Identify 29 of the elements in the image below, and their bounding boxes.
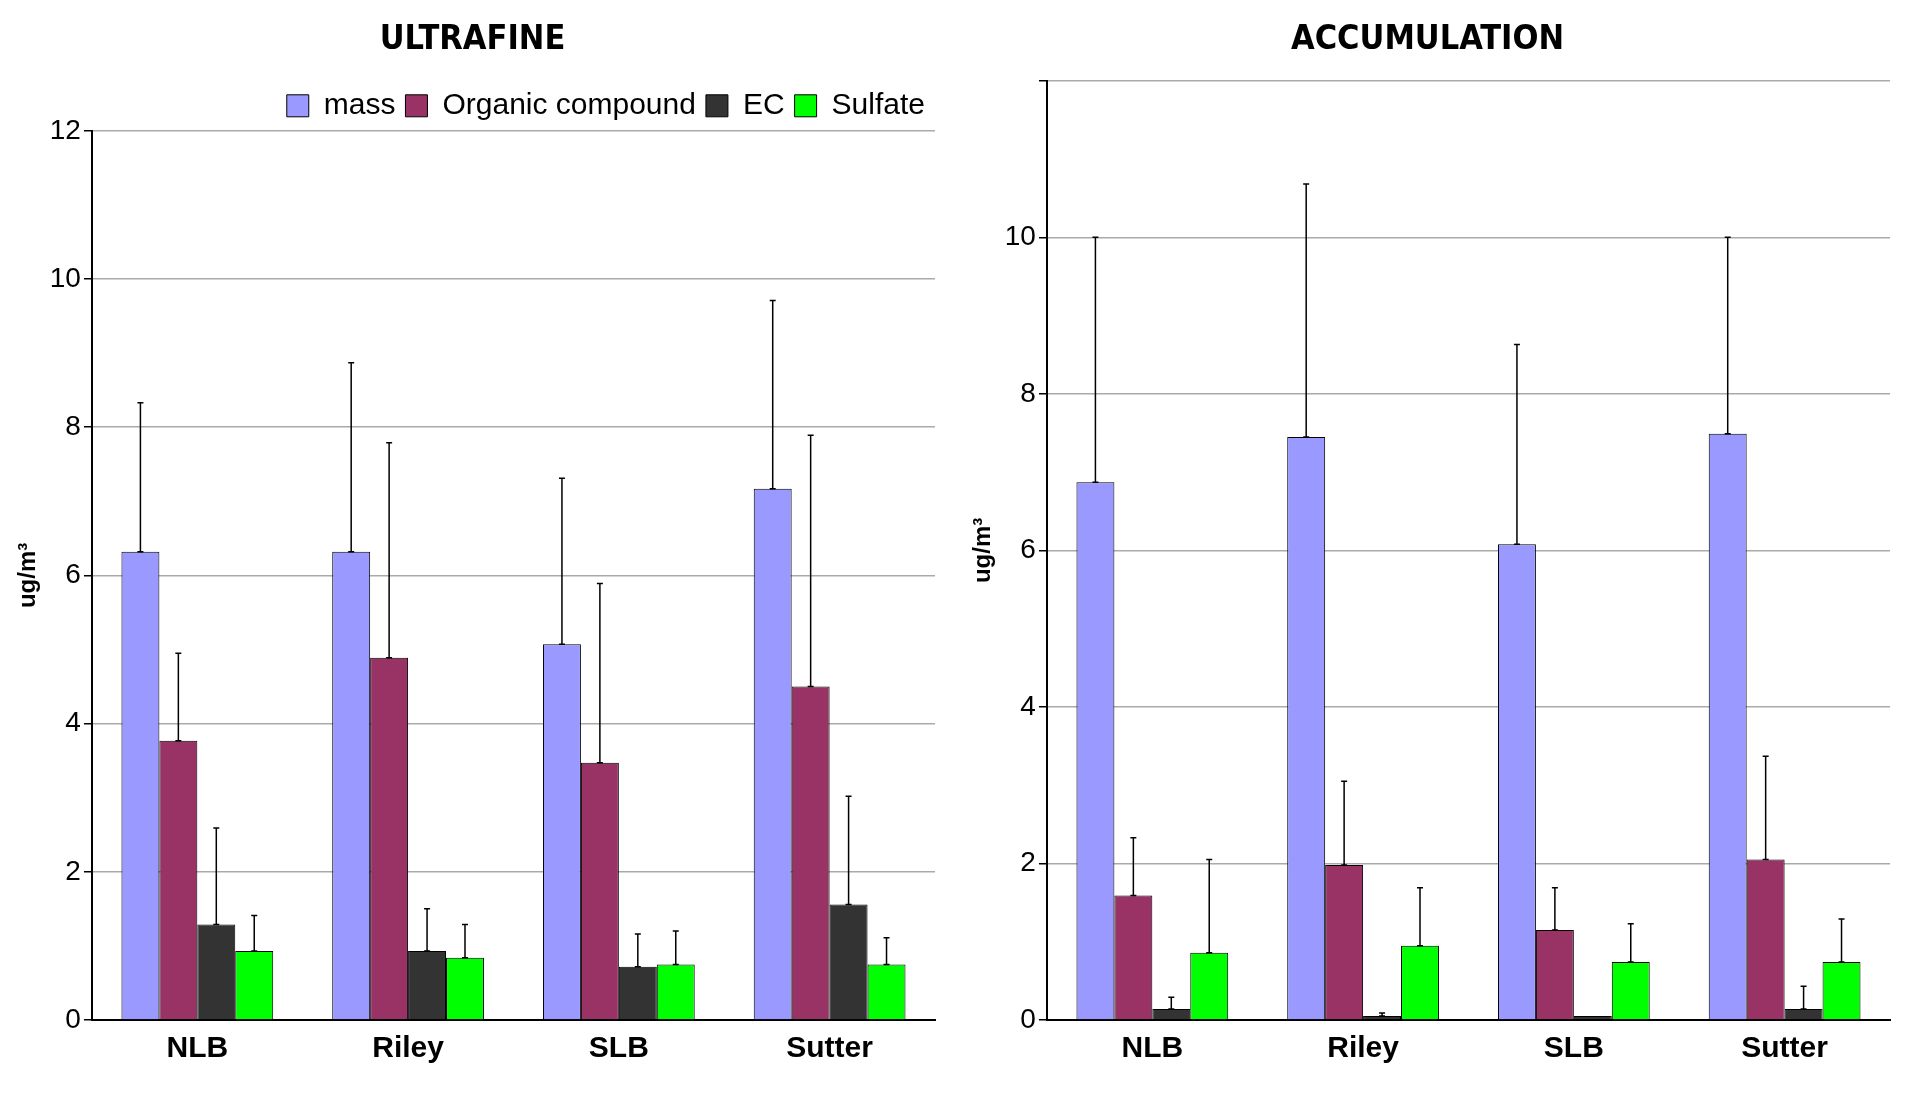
chart-title: ULTRAFINE (379, 17, 566, 58)
x-tick-label: Sutter (786, 1030, 874, 1064)
y-tick-label: 10 (49, 261, 81, 293)
legend-label: Sulfate (831, 87, 926, 121)
y-tick-label: 6 (65, 558, 81, 590)
y-tick-label: 0 (1020, 1002, 1036, 1034)
x-tick-label: NLB (166, 1030, 229, 1064)
chart-title: ACCUMULATION (1290, 17, 1565, 58)
y-tick-label: 8 (1020, 376, 1036, 408)
y-tick-label: 8 (65, 409, 81, 441)
x-tick-label: NLB (1121, 1030, 1184, 1064)
x-tick-label: Riley (372, 1030, 445, 1064)
y-tick-label: 12 (49, 113, 81, 145)
y-tick-label: 2 (65, 854, 81, 886)
legend-label: mass (323, 87, 396, 121)
x-tick-label: SLB (588, 1030, 649, 1064)
legend-label: EC (742, 87, 785, 121)
y-tick-label: 4 (1020, 689, 1036, 721)
x-tick-label: Sutter (1741, 1030, 1829, 1064)
legend-label: Organic compound (442, 87, 696, 121)
y-tick-label: 0 (65, 1002, 81, 1034)
x-tick-label: SLB (1543, 1030, 1604, 1064)
x-tick-label: Riley (1327, 1030, 1400, 1064)
y-tick-label: 4 (65, 706, 81, 738)
y-axis-title: ug/m³ (13, 542, 41, 609)
y-tick-label: 2 (1020, 846, 1036, 878)
y-axis-title: ug/m³ (968, 517, 996, 584)
y-tick-label: 6 (1020, 533, 1036, 565)
y-tick-label: 10 (1004, 220, 1036, 252)
